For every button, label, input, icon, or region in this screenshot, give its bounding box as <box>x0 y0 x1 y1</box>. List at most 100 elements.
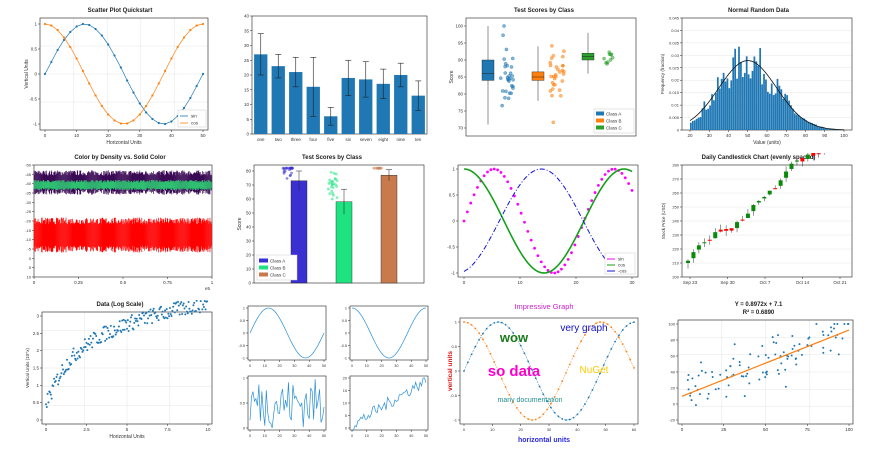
data-point <box>604 61 608 65</box>
data-point-cos <box>132 119 135 122</box>
y-axis-label: Vertical Units <box>24 59 30 89</box>
data-point <box>777 372 780 375</box>
data-point <box>758 378 761 381</box>
histogram-bar <box>747 74 750 130</box>
data-point-cos <box>81 69 85 73</box>
category-label: four <box>309 137 317 142</box>
histogram-bar <box>734 48 737 131</box>
data-point <box>84 346 87 349</box>
data-point <box>335 179 339 182</box>
data-point-cos <box>94 94 97 97</box>
data-point <box>508 76 512 81</box>
data-point <box>148 314 151 317</box>
histogram-bar <box>751 70 754 130</box>
data-point <box>75 351 78 354</box>
candle-body <box>691 252 696 259</box>
y-tick-label: -0.5 <box>238 344 245 348</box>
data-point-cos <box>107 113 110 116</box>
y-tick-label: 210 <box>672 261 679 266</box>
data-point-cos <box>182 36 186 39</box>
data-point <box>503 64 507 69</box>
histogram-bar <box>761 84 763 130</box>
data-point <box>807 337 810 340</box>
data-point <box>187 301 190 304</box>
data-point <box>191 309 194 312</box>
data-point <box>80 347 83 350</box>
y-tick-label: 20 <box>244 73 250 78</box>
data-point-sin <box>546 269 550 272</box>
y-tick-label: 0 <box>345 427 347 431</box>
data-point <box>511 78 515 82</box>
data-point <box>182 302 185 305</box>
data-point <box>114 333 117 336</box>
data-point-sin <box>593 191 597 194</box>
y-tick-label: -0.5 <box>340 344 347 348</box>
data-point <box>706 397 709 400</box>
histogram-bar <box>718 88 721 130</box>
data-point <box>158 308 161 311</box>
x-tick-label: 30 <box>292 364 296 368</box>
legend-box <box>604 252 636 275</box>
y-tick-label: 1 <box>36 383 39 388</box>
y-tick-label: 0.5 <box>240 402 245 406</box>
data-point <box>499 76 503 80</box>
data-point <box>70 363 73 366</box>
legend-label: Class B <box>606 119 622 124</box>
data-point <box>156 314 159 317</box>
x-tick-label: 2.5 <box>83 427 90 432</box>
data-point <box>687 373 690 376</box>
data-point <box>328 178 332 182</box>
data-point <box>107 329 110 332</box>
y-tick-label: -0.5 <box>450 393 458 398</box>
data-point-sin <box>43 72 47 76</box>
y-tick-label: 90 <box>458 58 464 63</box>
histogram-bar <box>713 100 715 130</box>
y-tick-label: -1 <box>242 357 245 361</box>
y-axis-label: vertical units <box>447 351 454 391</box>
data-point <box>503 61 508 66</box>
data-point <box>125 321 128 324</box>
data-point <box>743 395 746 398</box>
data-point <box>686 378 689 381</box>
data-point-cos <box>100 104 103 108</box>
y-tick-label: 0.005 <box>669 115 680 120</box>
data-point-cos <box>201 22 205 26</box>
y-axis-label: Vertical Units (10^x) <box>25 348 30 388</box>
histogram-bar <box>738 46 740 130</box>
annotation-text: very graph <box>560 323 607 334</box>
data-point <box>700 369 703 372</box>
data-point <box>288 174 292 178</box>
y-tick-label: 240 <box>672 219 679 224</box>
data-point <box>103 325 106 328</box>
data-point <box>100 341 103 344</box>
legend-label: Class A <box>606 112 621 117</box>
data-point <box>725 369 728 372</box>
y-tick-label: 250 <box>672 205 679 210</box>
data-point <box>190 312 193 315</box>
candle-body <box>707 239 712 241</box>
data-point-sin <box>523 220 526 224</box>
candle-body <box>800 158 805 162</box>
data-point <box>562 69 566 74</box>
y-tick-label: 5 <box>29 265 32 270</box>
bar <box>271 66 285 134</box>
data-point <box>192 304 195 307</box>
x-tick-label: 40 <box>726 133 732 138</box>
legend-label: sin <box>618 257 624 262</box>
y-tick-label: -35 <box>25 191 32 196</box>
y-tick-label: 25 <box>244 58 250 63</box>
data-point-cos <box>69 45 72 49</box>
histogram-bar <box>740 62 742 130</box>
data-point <box>91 337 94 340</box>
data-point <box>761 371 764 374</box>
data-point <box>202 303 205 306</box>
x-tick-label: 10 <box>263 434 267 438</box>
y-tick-label: 40 <box>671 370 676 375</box>
data-point <box>330 189 334 193</box>
x-tick-label: 20 <box>277 364 281 368</box>
data-point-sin <box>496 168 499 172</box>
box <box>481 59 495 81</box>
bar <box>394 75 408 134</box>
data-point <box>610 55 615 60</box>
